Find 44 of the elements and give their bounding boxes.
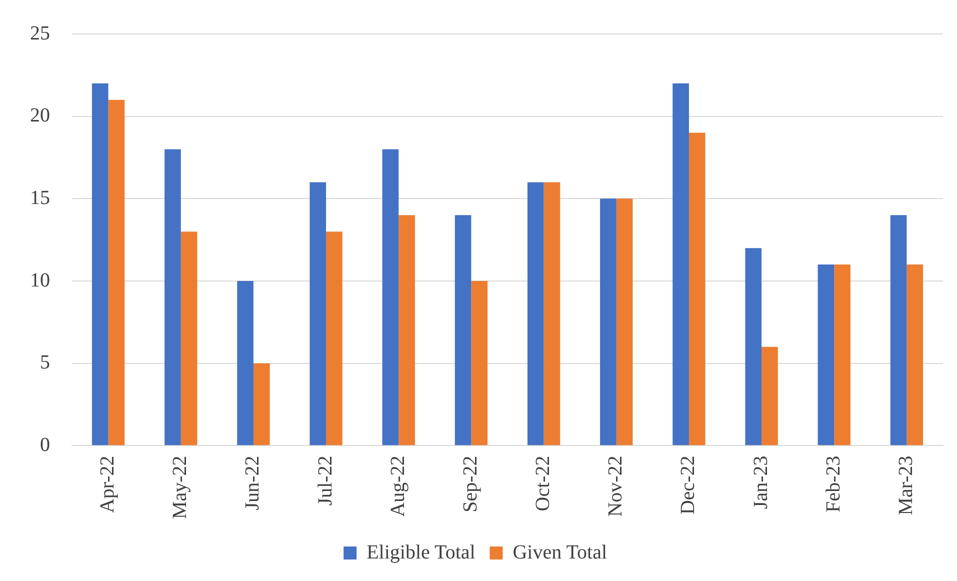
legend-label: Eligible Total xyxy=(366,541,476,564)
bar xyxy=(600,198,616,446)
x-tick-label: Apr-22 xyxy=(96,456,119,514)
bar xyxy=(310,182,326,446)
bar xyxy=(890,215,907,446)
x-tick-label: Jan-23 xyxy=(750,456,772,510)
bar xyxy=(616,198,633,446)
bar xyxy=(834,264,850,446)
y-tick-label: 0 xyxy=(40,434,50,456)
bar xyxy=(108,100,125,446)
bar xyxy=(762,346,778,446)
bar xyxy=(92,83,108,446)
x-tick-label: Sep-22 xyxy=(459,456,482,512)
x-tick-label: Dec-22 xyxy=(677,456,700,515)
bar xyxy=(454,215,472,446)
bar xyxy=(382,149,399,446)
bar xyxy=(164,149,181,446)
x-tick-label: May-22 xyxy=(169,456,192,520)
y-tick-label: 25 xyxy=(30,22,50,44)
y-tick-label: 5 xyxy=(40,352,50,374)
bar xyxy=(818,264,834,446)
y-tick-label: 10 xyxy=(30,269,50,292)
x-tick-label: Mar-23 xyxy=(894,456,917,516)
bar xyxy=(527,182,544,446)
bar xyxy=(398,215,415,446)
bar xyxy=(906,264,924,446)
bar xyxy=(180,232,198,446)
y-tick-label: 20 xyxy=(30,104,50,127)
x-tick-label: Oct-22 xyxy=(532,456,554,512)
bar xyxy=(471,281,488,446)
x-tick-label: Jun-22 xyxy=(242,456,264,510)
bar xyxy=(745,248,762,446)
x-tick-label: Aug-22 xyxy=(386,456,409,517)
bar xyxy=(544,182,560,446)
legend-label: Given Total xyxy=(512,541,608,564)
y-tick-label: 15 xyxy=(30,186,50,209)
x-tick-label: Nov-22 xyxy=(604,456,627,517)
bar xyxy=(253,363,270,446)
bar xyxy=(688,132,706,446)
x-tick-label: Feb-23 xyxy=(822,456,844,512)
bar xyxy=(326,232,342,446)
bar xyxy=(237,281,254,446)
bar xyxy=(672,83,689,446)
x-tick-label: Jul-22 xyxy=(314,456,336,506)
